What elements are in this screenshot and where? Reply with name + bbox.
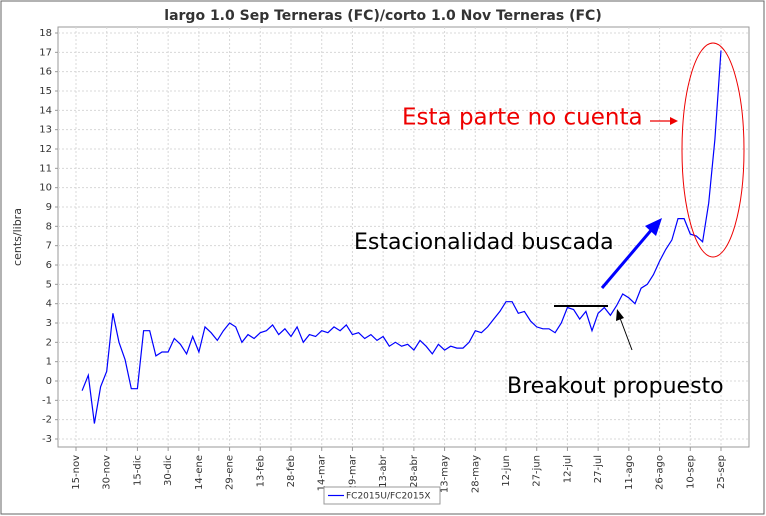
y-tick-label: 14 — [39, 105, 52, 116]
y-axis-label: cents/libra — [11, 208, 24, 266]
y-tick-label: -1 — [42, 395, 52, 406]
x-tick-label: 14-ene — [194, 455, 205, 490]
grid: -3-2-1012345678910111213141516171815-nov… — [39, 27, 749, 493]
annotation: Breakout propuesto — [507, 374, 724, 399]
y-tick-label: 7 — [46, 241, 52, 252]
x-tick-label: 29-mar — [347, 454, 358, 491]
y-tick-label: -2 — [42, 415, 52, 426]
y-tick-label: 16 — [39, 67, 52, 78]
y-tick-label: 6 — [46, 260, 52, 271]
x-tick-label: 28-feb — [286, 455, 297, 487]
y-tick-label: 15 — [39, 86, 52, 97]
x-tick-label: 27-jul — [593, 455, 604, 483]
annotation: Esta parte no cuenta — [402, 105, 643, 131]
black-arrow — [619, 317, 633, 351]
x-tick-label: 15-nov — [71, 455, 82, 490]
highlight-ellipse — [681, 42, 745, 258]
y-tick-label: 5 — [46, 279, 52, 290]
x-tick-label: 13-feb — [255, 455, 266, 487]
y-tick-label: 8 — [46, 221, 52, 232]
y-tick-label: 11 — [39, 163, 52, 174]
y-tick-label: 10 — [39, 183, 52, 194]
red-arrow-head — [670, 117, 678, 125]
x-tick-label: 13-abr — [378, 454, 389, 488]
blue-arrow — [600, 227, 655, 289]
x-tick-label: 28-abr — [409, 454, 420, 488]
legend: FC2015U/FC2015X — [323, 486, 441, 505]
plot-area — [57, 26, 750, 448]
y-tick-label: 3 — [46, 318, 52, 329]
legend-label: FC2015U/FC2015X — [346, 492, 431, 502]
x-tick-label: 27-jun — [532, 455, 543, 487]
y-tick-label: 12 — [39, 144, 52, 155]
y-tick-label: 2 — [46, 337, 52, 348]
blue-arrow-head — [645, 218, 662, 236]
y-tick-label: 9 — [46, 202, 52, 213]
x-tick-label: 12-jun — [501, 455, 512, 487]
legend-box — [323, 486, 441, 505]
chart-title: largo 1.0 Sep Terneras (FC)/corto 1.0 No… — [164, 8, 601, 24]
y-tick-label: 13 — [39, 125, 52, 136]
x-tick-label: 25-sep — [716, 455, 727, 489]
y-tick-label: 4 — [46, 299, 52, 310]
x-tick-label: 26-ago — [655, 455, 666, 490]
y-tick-label: 18 — [39, 28, 52, 39]
x-tick-label: 12-jul — [562, 455, 573, 483]
x-tick-label: 13-may — [440, 455, 451, 493]
x-tick-label: 29-ene — [225, 455, 236, 490]
x-tick-label: 10-sep — [685, 455, 696, 489]
x-tick-label: 30-dic — [163, 455, 174, 486]
marks — [81, 50, 722, 424]
x-tick-label: 14-mar — [317, 454, 328, 491]
y-tick-label: -3 — [42, 434, 52, 445]
y-tick-label: 17 — [39, 47, 52, 58]
x-tick-label: 30-nov — [102, 455, 113, 490]
y-tick-label: 0 — [46, 376, 52, 387]
x-tick-label: 11-ago — [624, 455, 635, 490]
x-tick-label: 28-may — [470, 455, 481, 493]
data-line — [81, 50, 722, 424]
black-arrow-head — [616, 309, 624, 321]
x-tick-label: 15-dic — [132, 455, 143, 486]
y-tick-label: 1 — [46, 357, 52, 368]
annotation: Estacionalidad buscada — [354, 230, 614, 255]
